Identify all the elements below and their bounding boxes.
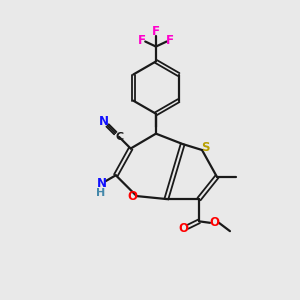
Text: S: S — [201, 140, 210, 154]
Text: H: H — [96, 188, 105, 198]
Text: O: O — [128, 190, 138, 202]
Text: O: O — [209, 216, 220, 229]
Text: N: N — [97, 177, 107, 190]
Text: N: N — [99, 115, 109, 128]
Text: C: C — [115, 132, 123, 142]
Text: F: F — [138, 34, 146, 46]
Text: F: F — [152, 25, 160, 38]
Text: O: O — [178, 222, 189, 235]
Text: F: F — [166, 34, 174, 46]
